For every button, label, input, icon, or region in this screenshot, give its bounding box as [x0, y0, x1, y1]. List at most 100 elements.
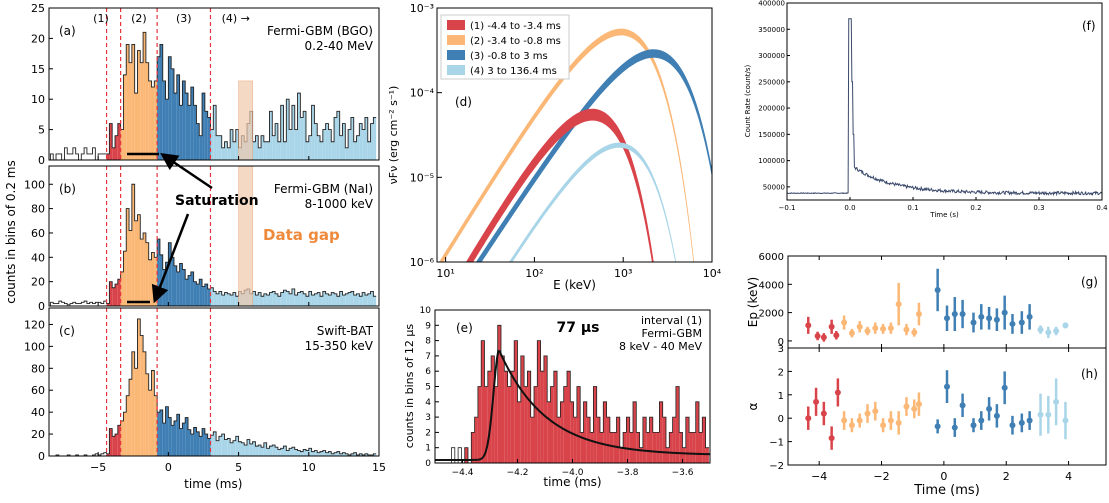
panel-letter: (g) — [1081, 275, 1098, 289]
count-bar — [477, 386, 482, 463]
count-bar — [232, 141, 236, 160]
count-bar — [216, 293, 219, 306]
y-tick-label: −2 — [769, 461, 784, 472]
count-bar — [204, 434, 208, 456]
count-bar — [221, 434, 225, 456]
count-bar — [182, 423, 186, 456]
count-bar — [609, 432, 614, 463]
y-tick-label: 5 — [38, 124, 45, 137]
count-bar — [353, 452, 357, 456]
count-bar — [481, 340, 485, 463]
count-bar — [100, 153, 104, 160]
y-tick-label: 0 — [38, 450, 45, 463]
x-tick-label: 0 — [165, 461, 172, 474]
y-tick-label: 0 — [778, 414, 784, 425]
count-bar — [255, 446, 259, 456]
lightcurve-frame-b — [48, 165, 380, 307]
count-bar — [123, 412, 127, 456]
y-tick-label: 20 — [31, 276, 45, 289]
count-bar — [305, 141, 309, 160]
y-axis-label: counts in bins of 0.2 ms — [4, 160, 18, 304]
count-bar — [540, 371, 544, 463]
count-bar — [258, 147, 262, 160]
count-bar — [286, 99, 290, 160]
count-bar — [129, 62, 132, 160]
count-bar — [115, 135, 118, 160]
count-bar — [314, 293, 318, 306]
count-bar — [100, 453, 104, 456]
data-point — [895, 301, 902, 308]
count-bar — [157, 412, 160, 456]
data-point — [903, 326, 910, 333]
count-bar — [109, 281, 113, 306]
x-tick-label: −4.0 — [562, 468, 584, 478]
count-bar — [334, 452, 337, 456]
data-point — [805, 415, 812, 422]
x-axis-label: E (keV) — [553, 278, 596, 292]
count-bar — [305, 296, 309, 306]
count-bar — [232, 440, 236, 456]
interval-label: (3) — [176, 12, 192, 25]
data-point — [872, 325, 879, 332]
count-bar — [224, 141, 228, 160]
data-point — [911, 329, 918, 336]
fine-lightcurve-frame — [434, 309, 711, 464]
count-bar — [649, 417, 653, 463]
x-tick-label: −4.4 — [452, 468, 474, 478]
count-bar — [699, 432, 703, 463]
count-bar — [356, 135, 360, 160]
y-tick-label: 60 — [31, 227, 45, 240]
count-bar — [603, 401, 607, 463]
count-bar — [210, 129, 214, 160]
count-bar — [258, 445, 262, 456]
count-bar — [283, 446, 287, 456]
count-bar — [176, 414, 180, 456]
y-axis-label: νFν (erg cm⁻² s⁻¹) — [387, 86, 400, 185]
interval-annotation: interval (1) — [641, 314, 702, 327]
data-gap-label: Data gap — [263, 226, 340, 244]
count-bar — [218, 436, 222, 456]
count-bar — [543, 355, 548, 463]
x-tick-label: 10⁴ — [703, 267, 722, 280]
count-bar — [117, 279, 121, 306]
count-bar — [682, 447, 686, 463]
count-bar — [115, 284, 118, 306]
count-bar — [494, 386, 498, 463]
data-point — [903, 403, 910, 410]
count-bar — [504, 371, 508, 463]
data-point — [864, 410, 871, 417]
count-bar — [162, 80, 166, 160]
count-bar — [148, 390, 152, 456]
count-bar — [484, 386, 488, 463]
data-point — [986, 315, 993, 322]
count-bar — [162, 423, 166, 456]
count-bar — [692, 432, 696, 463]
y-tick-label: 10 — [31, 93, 45, 106]
count-bar — [106, 153, 110, 160]
count-bar — [143, 232, 146, 306]
energy-range-label: 15-350 keV — [305, 339, 374, 353]
count-bar — [303, 111, 306, 160]
x-tick-label: 0 — [940, 470, 947, 483]
count-bar — [275, 293, 278, 306]
count-bar — [553, 371, 558, 463]
count-bar — [95, 302, 99, 306]
y-tick-label: 10⁻⁵ — [410, 171, 434, 184]
count-bar — [179, 428, 183, 456]
data-point — [887, 417, 894, 424]
count-bar — [67, 454, 71, 456]
count-bar — [675, 386, 680, 463]
count-bar — [120, 420, 124, 456]
count-bar — [247, 439, 250, 456]
count-bar — [67, 304, 71, 306]
count-bar — [283, 141, 287, 160]
data-point — [1062, 322, 1069, 329]
count-bar — [507, 386, 511, 463]
count-bar — [255, 135, 259, 160]
count-bar — [705, 447, 709, 463]
data-point — [841, 417, 848, 424]
count-bar — [92, 454, 96, 456]
data-point — [1045, 411, 1052, 418]
count-bar — [75, 303, 79, 306]
count-bar — [235, 296, 239, 306]
